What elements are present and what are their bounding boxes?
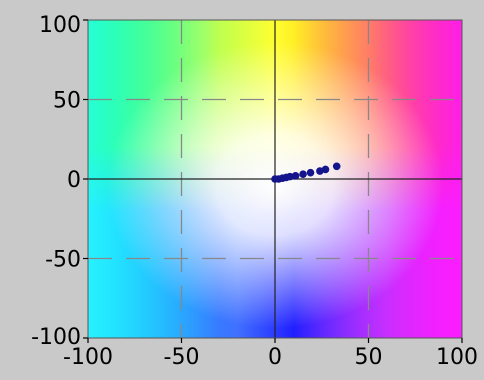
data-point: [306, 168, 315, 177]
y-tick-label: -100: [31, 325, 81, 350]
x-tick-label: -50: [164, 345, 200, 370]
data-point: [286, 172, 294, 181]
data-points: [271, 162, 341, 183]
x-tick-label: 100: [436, 345, 478, 370]
y-axis-ticks: -100 -50 0 50 100: [31, 13, 88, 350]
data-point: [291, 172, 300, 180]
x-axis-ticks: -100 -50 0 50 100: [63, 338, 478, 370]
data-point: [321, 165, 330, 174]
x-tick-label: 50: [355, 345, 383, 370]
data-point: [299, 170, 307, 179]
y-tick-label: -50: [45, 248, 81, 273]
y-tick-label: 0: [67, 168, 81, 193]
y-tick-label: 50: [53, 89, 81, 114]
x-tick-label: 0: [268, 345, 282, 370]
y-tick-label: 100: [39, 13, 81, 38]
x-tick-label: -100: [63, 345, 113, 370]
data-point: [332, 162, 341, 171]
